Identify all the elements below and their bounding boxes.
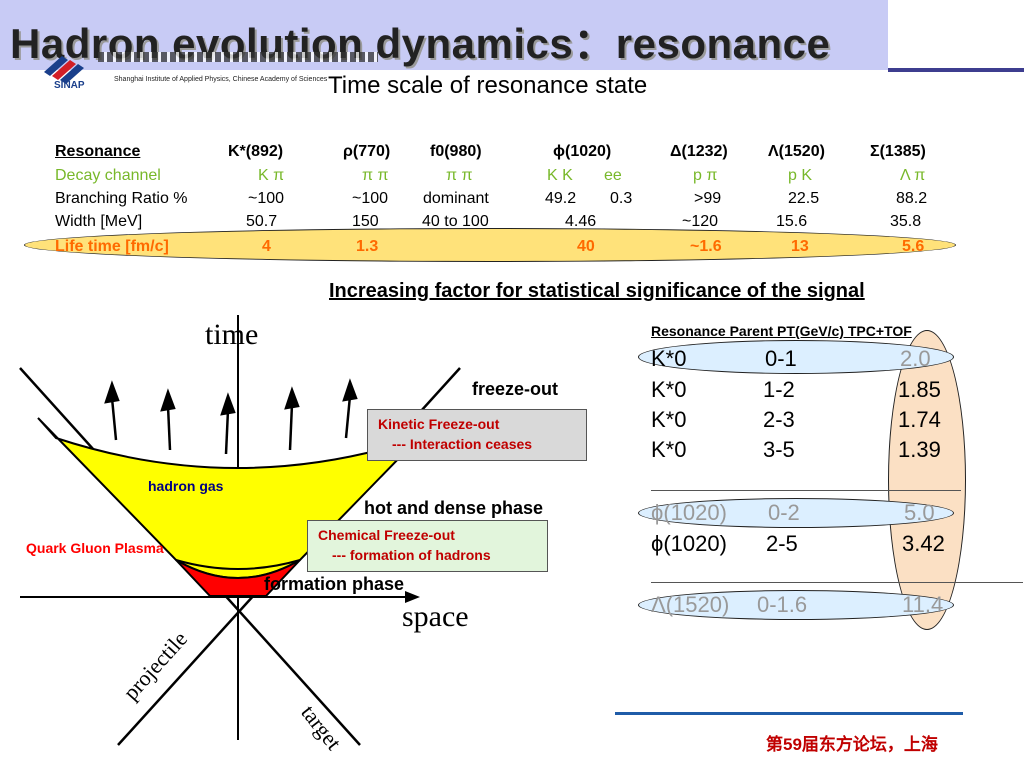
width-f0980: 40 to 100 — [422, 213, 489, 230]
row-highlight-phi — [638, 498, 954, 528]
tpc-separator — [651, 490, 961, 491]
table-header-lambda1520: Λ(1520) — [768, 143, 825, 160]
decay-sigma1385: Λ π — [900, 167, 926, 184]
br-delta1232: >99 — [694, 190, 722, 207]
time-axis-label: time — [205, 318, 259, 351]
life-time-highlight — [24, 228, 956, 262]
decay-phi1020-ee: ee — [604, 167, 622, 184]
footer-caption: 第59届东方论坛，上海 — [766, 735, 938, 754]
width-label: Width [MeV] — [55, 213, 143, 230]
width-phi1020: 4.46 — [565, 213, 597, 230]
row-highlight-lambda — [638, 590, 954, 620]
section-subtitle: Time scale of resonance state — [328, 72, 648, 99]
chemical-freeze-out-box: Chemical Freeze-out --- formation of had… — [307, 520, 548, 572]
tpc-row-factor: 11.4 — [902, 592, 944, 617]
tpc-row-pt: 2-3 — [763, 407, 795, 432]
decay-rho770: π π — [362, 167, 389, 184]
tpc-row-particle: K*0 — [651, 377, 687, 402]
table-header-sigma1385: Σ(1385) — [870, 143, 926, 160]
tpc-table-header: Resonance Parent PT(GeV/c) TPC+TOF — [651, 323, 912, 339]
tpc-row-particle: K*0 — [651, 346, 687, 371]
table-header-k892: K*(892) — [228, 143, 284, 160]
formation-phase-label: formation phase — [264, 574, 405, 594]
increasing-factor-title: Increasing factor for statistical signif… — [329, 280, 865, 302]
br-lambda1520: 22.5 — [788, 190, 820, 207]
kinetic-freeze-out-box: Kinetic Freeze-out --- Interaction cease… — [367, 409, 587, 461]
spacetime-diagram — [19, 315, 461, 746]
logo-chinese-lettering — [98, 52, 378, 62]
branching-ratio-label: Branching Ratio % — [55, 190, 188, 207]
header-rule — [888, 68, 1024, 72]
br-f0980: dominant — [423, 190, 489, 207]
table-header-phi1020: ϕ(1020) — [553, 143, 612, 160]
kinetic-line2: --- Interaction ceases — [392, 436, 533, 452]
br-k892: ~100 — [248, 190, 285, 207]
tpc-row-pt: 0-1.6 — [757, 592, 808, 617]
freeze-out-arrows — [104, 378, 358, 455]
tpc-row-factor: 1.85 — [898, 377, 941, 402]
width-lambda1520: 15.6 — [776, 213, 808, 230]
table-header-delta1232: Δ(1232) — [670, 143, 728, 160]
qgp-label: Quark Gluon Plasma — [26, 540, 164, 556]
hadron-gas-label: hadron gas — [148, 478, 224, 494]
tpc-row-pt: 2-5 — [766, 531, 798, 556]
tpc-row-particle: K*0 — [651, 437, 687, 462]
chemical-line1: Chemical Freeze-out — [318, 527, 455, 543]
br-rho770: ~100 — [352, 190, 389, 207]
life-lambda1520: 13 — [791, 238, 809, 255]
tpc-row-pt: 0-2 — [768, 500, 800, 525]
decay-delta1232: p π — [693, 167, 718, 184]
width-k892: 50.7 — [246, 213, 278, 230]
tpc-row-factor: 1.74 — [898, 407, 941, 432]
tpc-row-particle: Λ(1520) — [651, 592, 730, 617]
tpc-row-particle: ϕ(1020) — [651, 531, 727, 556]
logo-text: SINAP — [54, 80, 85, 91]
kinetic-line1: Kinetic Freeze-out — [378, 416, 500, 432]
width-rho770: 150 — [352, 213, 379, 230]
space-axis-label: space — [402, 600, 469, 633]
table-header-rho770: ρ(770) — [343, 143, 391, 160]
life-delta1232: ~1.6 — [690, 238, 722, 255]
tpc-row-factor: 3.42 — [902, 531, 945, 556]
width-delta1232: ~120 — [682, 213, 719, 230]
tpc-row-factor: 1.39 — [898, 437, 941, 462]
br-sigma1385: 88.2 — [896, 190, 928, 207]
width-sigma1385: 35.8 — [890, 213, 922, 230]
life-phi1020: 40 — [577, 238, 595, 255]
life-rho770: 1.3 — [356, 238, 379, 255]
decay-f0980: π π — [446, 167, 473, 184]
table-header-f0980: f0(980) — [430, 143, 482, 160]
tpc-tof-column-highlight — [888, 330, 966, 630]
sinap-logo-icon — [44, 56, 84, 84]
life-time-label: Life time [fm/c] — [55, 238, 169, 255]
tpc-row-particle: K*0 — [651, 407, 687, 432]
br-phi1020-kk: 49.2 — [545, 190, 577, 207]
footer-rule — [615, 712, 963, 715]
tpc-row-factor: 2.0 — [900, 346, 931, 371]
institute-name: Shanghai Institute of Applied Physics, C… — [114, 76, 328, 83]
table-header-resonance: Resonance — [55, 143, 141, 160]
decay-channel-label: Decay channel — [55, 167, 161, 184]
life-k892: 4 — [262, 238, 271, 255]
tpc-separator — [651, 582, 1023, 583]
qgp-region — [175, 559, 301, 597]
chemical-line2: --- formation of hadrons — [332, 547, 491, 563]
freeze-out-label: freeze-out — [472, 379, 559, 399]
tpc-row-pt: 3-5 — [763, 437, 795, 462]
tpc-row-pt: 0-1 — [765, 346, 797, 371]
decay-phi1020-kk: K K — [547, 167, 573, 184]
tpc-row-particle: ϕ(1020) — [651, 500, 727, 525]
hot-dense-phase-label: hot and dense phase — [364, 498, 544, 518]
decay-lambda1520: p K — [788, 167, 813, 184]
tpc-row-factor: 5.0 — [904, 500, 935, 525]
life-sigma1385: 5.6 — [902, 238, 925, 255]
decay-k892: K π — [258, 167, 285, 184]
br-phi1020-ee: 0.3 — [610, 190, 633, 207]
tpc-row-pt: 1-2 — [763, 377, 795, 402]
row-highlight-kstar — [638, 340, 954, 374]
